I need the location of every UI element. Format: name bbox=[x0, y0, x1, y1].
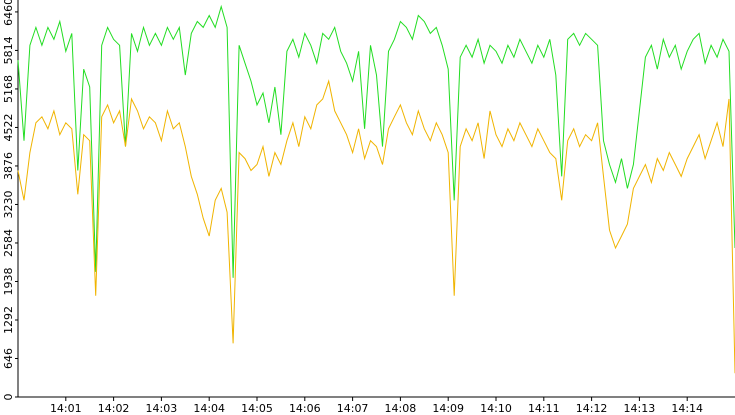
x-tick-label: 14:14 bbox=[671, 402, 703, 415]
y-tick-label: 5168 bbox=[2, 75, 15, 103]
x-tick-label: 14:02 bbox=[98, 402, 130, 415]
y-tick-label: 4522 bbox=[2, 113, 15, 141]
y-tick-label: 2584 bbox=[2, 229, 15, 257]
y-tick-label: 646 bbox=[2, 348, 15, 369]
y-tick-label: 5814 bbox=[2, 36, 15, 64]
series-line bbox=[17, 4, 735, 278]
x-tick-label: 14:07 bbox=[337, 402, 369, 415]
y-tick-label: 1292 bbox=[2, 306, 15, 334]
series-line bbox=[17, 79, 735, 374]
x-tick-label: 14:06 bbox=[289, 402, 321, 415]
x-tick-label: 14:11 bbox=[528, 402, 560, 415]
x-tick-label: 14:10 bbox=[480, 402, 512, 415]
y-tick-label: 6460 bbox=[2, 0, 15, 26]
x-tick-label: 14:09 bbox=[432, 402, 464, 415]
x-tick-label: 14:05 bbox=[241, 402, 273, 415]
x-tick-label: 14:04 bbox=[193, 402, 225, 415]
y-tick-label: 3230 bbox=[2, 190, 15, 218]
x-tick-label: 14:08 bbox=[385, 402, 417, 415]
x-tick-label: 14:01 bbox=[50, 402, 82, 415]
x-tick-label: 14:13 bbox=[624, 402, 656, 415]
y-tick-label: 3876 bbox=[2, 152, 15, 180]
y-tick-label: 1938 bbox=[2, 267, 15, 295]
y-tick-label: 0 bbox=[2, 394, 15, 401]
x-tick-label: 14:12 bbox=[576, 402, 608, 415]
x-tick-label: 14:03 bbox=[146, 402, 178, 415]
